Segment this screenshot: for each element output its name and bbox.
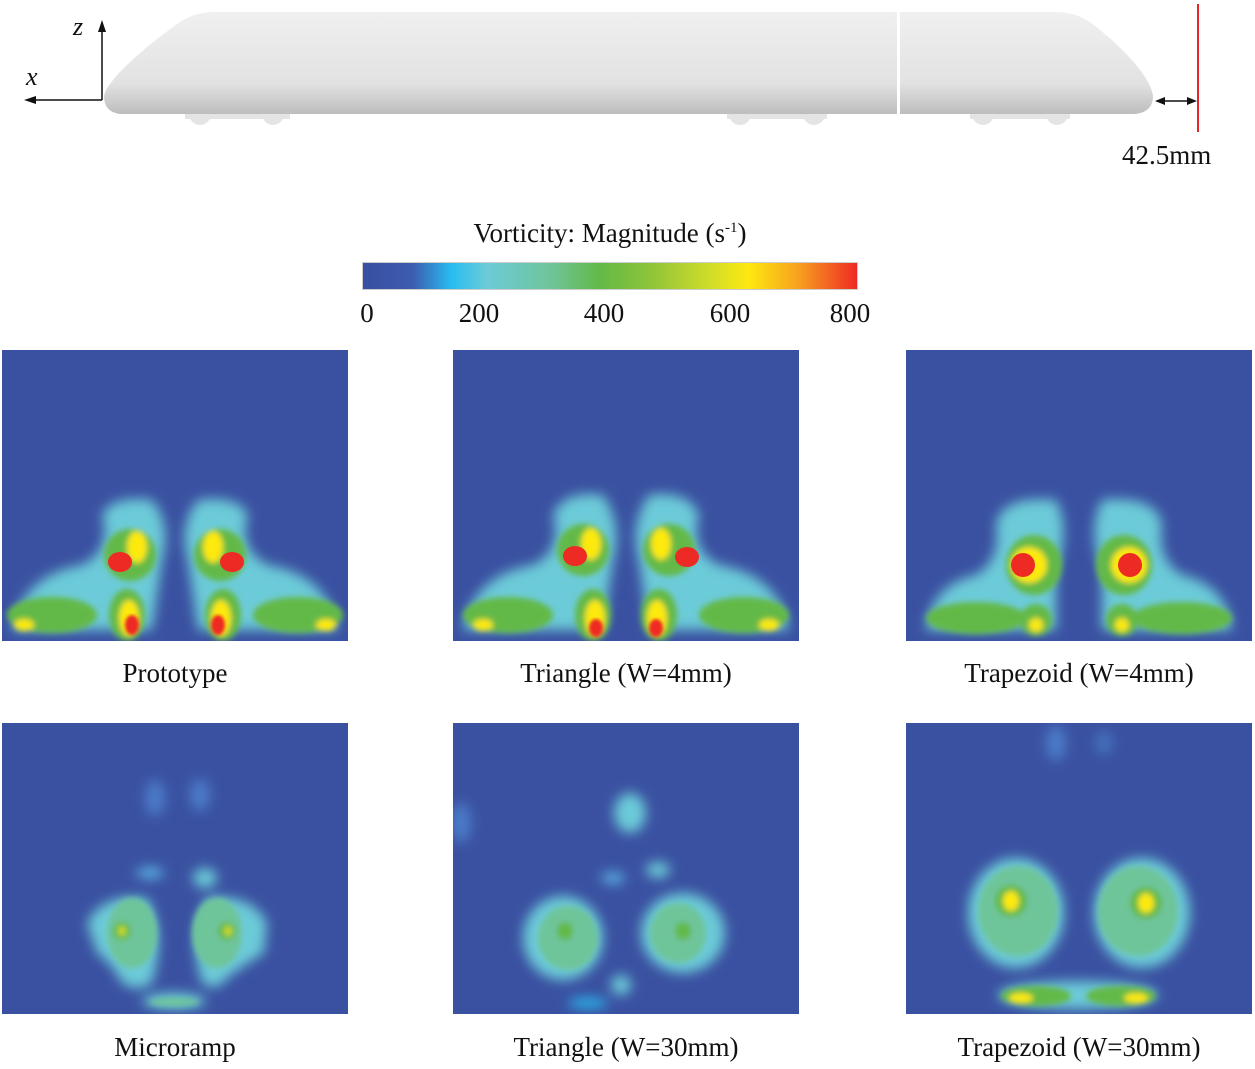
panel-caption-triangle-30mm: Triangle (W=30mm): [513, 1032, 739, 1062]
panel-caption-trapezoid-30mm: Trapezoid (W=30mm): [957, 1032, 1201, 1062]
colorbar-tick: 400: [583, 298, 625, 328]
colorbar-title-text: Vorticity: Magnitude (s: [473, 218, 725, 248]
vorticity-panel-triangle-4mm: [453, 350, 799, 641]
colorbar-title: Vorticity: Magnitude (s-1): [360, 218, 860, 249]
colorbar-title-superscript: -1: [724, 220, 738, 236]
vorticity-panel-trapezoid-4mm: [906, 350, 1252, 641]
train-side-view-icon: [24, 4, 1199, 132]
z-axis-label: z: [73, 12, 84, 41]
colorbar-tick: 200: [458, 298, 500, 328]
panel-caption-trapezoid-4mm: Trapezoid (W=4mm): [964, 658, 1194, 688]
colorbar-title-suffix: ): [737, 218, 747, 248]
x-axis-label: x: [26, 62, 38, 91]
panel-caption-prototype: Prototype: [122, 658, 228, 688]
vorticity-panel-prototype: [2, 350, 348, 641]
vorticity-panel-triangle-30mm: [453, 723, 799, 1014]
train-schematic: [0, 0, 1255, 180]
panel-caption-microramp: Microramp: [114, 1032, 236, 1062]
colorbar-tick: 600: [709, 298, 751, 328]
colorbar-tick: 0: [360, 298, 374, 328]
vorticity-panel-trapezoid-30mm: [906, 723, 1252, 1014]
distance-label: 42.5mm: [1122, 140, 1212, 170]
colorbar-tick: 800: [829, 298, 871, 328]
vorticity-panel-microramp: [2, 723, 348, 1014]
colorbar: [362, 262, 858, 290]
panel-caption-triangle-4mm: Triangle (W=4mm): [520, 658, 732, 688]
